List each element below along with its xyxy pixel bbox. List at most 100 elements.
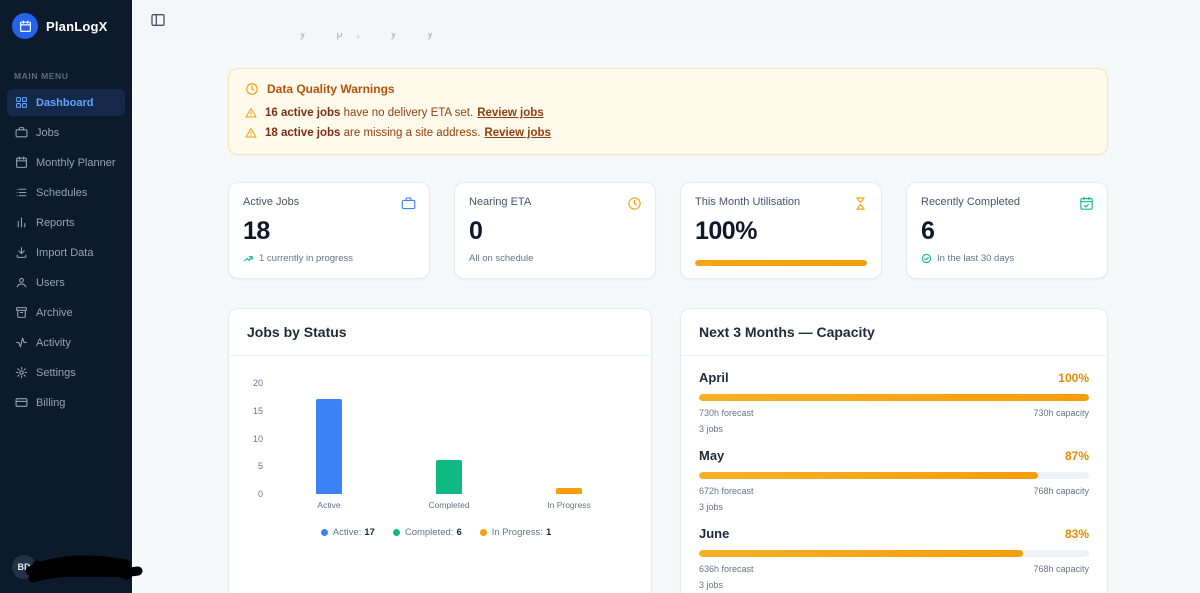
bar-column-active: Active bbox=[270, 382, 389, 510]
month-name: May bbox=[699, 448, 725, 463]
chart-bars: Active Completed In Progress bbox=[269, 382, 629, 510]
clock-icon bbox=[246, 83, 258, 95]
dashboard-grid-icon bbox=[16, 97, 27, 108]
legend-item-completed: Completed: 6 bbox=[392, 527, 462, 538]
stat-card-utilisation: This Month Utilisation 100% bbox=[680, 182, 882, 279]
x-tick-label: In Progress bbox=[547, 500, 591, 510]
sidebar-item-dashboard[interactable]: Dashboard bbox=[7, 89, 125, 116]
sidebar-toggle-icon bbox=[151, 14, 165, 26]
y-tick: 5 bbox=[257, 461, 263, 472]
sidebar-item-jobs[interactable]: Jobs bbox=[7, 119, 125, 146]
capacity-list: April 100% 730h forecast 730h capacity 3… bbox=[681, 356, 1107, 593]
legend-item-active: Active: 17 bbox=[320, 527, 375, 538]
bar-completed[interactable] bbox=[435, 460, 462, 494]
stat-label: This Month Utilisation bbox=[695, 196, 801, 208]
gear-icon bbox=[15, 366, 28, 379]
sidebar-item-users[interactable]: Users bbox=[7, 269, 125, 296]
stat-label: Active Jobs bbox=[243, 196, 300, 208]
chart-y-axis: 20 15 10 5 0 bbox=[243, 378, 269, 499]
month-jobs-count: 3 jobs bbox=[699, 502, 724, 512]
sidebar-item-label: Monthly Planner bbox=[36, 156, 116, 169]
sidebar-item-reports[interactable]: Reports bbox=[7, 209, 125, 236]
capacity-month-june: June 83% 636h forecast 768h capacity 3 j… bbox=[699, 526, 1089, 590]
scrolled-text-remnant: y p, y y bbox=[300, 33, 447, 40]
capacity-bar-fill bbox=[699, 394, 1089, 401]
topbar: y p, y y bbox=[132, 0, 1200, 40]
capacity-hours: 768h capacity bbox=[1033, 486, 1089, 496]
clock-icon bbox=[628, 197, 641, 210]
trend-up-icon bbox=[244, 256, 253, 262]
sidebar-item-label: Jobs bbox=[36, 126, 60, 139]
y-tick: 10 bbox=[252, 433, 263, 444]
capacity-bar-track bbox=[699, 472, 1089, 479]
activity-pulse-icon bbox=[16, 337, 27, 348]
sidebar-item-settings[interactable]: Settings bbox=[7, 359, 125, 386]
bar-chart-icon bbox=[17, 217, 26, 228]
bar-column-in-progress: In Progress bbox=[510, 382, 629, 510]
calendar-check-icon bbox=[1080, 196, 1093, 210]
sidebar-item-monthly-planner[interactable]: Monthly Planner bbox=[7, 149, 125, 176]
legend-item-in-progress: In Progress: 1 bbox=[479, 527, 551, 538]
sidebar-section-label: Main Menu bbox=[14, 71, 69, 81]
stat-value: 18 bbox=[243, 217, 270, 245]
warning-bold: 18 active jobs bbox=[265, 127, 341, 139]
sidebar-item-label: Schedules bbox=[36, 186, 88, 199]
stat-value: 100% bbox=[695, 217, 757, 245]
sidebar-item-archive[interactable]: Archive bbox=[7, 299, 125, 326]
redaction-scribble bbox=[25, 555, 143, 583]
sidebar-item-label: Users bbox=[36, 276, 65, 289]
capacity-bar-track bbox=[699, 550, 1089, 557]
sidebar-item-import-data[interactable]: Import Data bbox=[7, 239, 125, 266]
warning-item: 18 active jobs are missing a site addres… bbox=[245, 127, 1091, 139]
briefcase-icon bbox=[15, 127, 28, 138]
sidebar-toggle-button[interactable] bbox=[148, 10, 168, 30]
review-jobs-link[interactable]: Review jobs bbox=[484, 127, 551, 139]
credit-card-icon bbox=[15, 398, 28, 407]
utilisation-progress-track bbox=[695, 260, 867, 266]
review-jobs-link[interactable]: Review jobs bbox=[477, 107, 544, 119]
bar-chart: 20 15 10 5 0 Active bbox=[229, 356, 651, 556]
briefcase-icon bbox=[401, 197, 416, 210]
stat-subtext: All on schedule bbox=[469, 253, 641, 264]
sidebar-user: BD bbox=[0, 545, 143, 593]
chart-plot-area: 20 15 10 5 0 Active bbox=[243, 378, 629, 510]
warning-triangle-icon bbox=[245, 128, 257, 138]
sidebar-item-label: Reports bbox=[36, 216, 75, 229]
y-tick: 0 bbox=[257, 489, 263, 499]
capacity-title: Next 3 Months — Capacity bbox=[681, 309, 1107, 356]
sidebar-item-activity[interactable]: Activity bbox=[7, 329, 125, 356]
sidebar-item-label: Activity bbox=[36, 336, 71, 349]
warning-rest: have no delivery ETA set. bbox=[340, 107, 474, 119]
warning-text: 18 active jobs are missing a site addres… bbox=[265, 127, 551, 139]
capacity-bar-fill bbox=[699, 550, 1023, 557]
chart-title: Jobs by Status bbox=[229, 309, 651, 356]
sidebar-item-billing[interactable]: Billing bbox=[7, 389, 125, 416]
stat-card-nearing-eta: Nearing ETA 0 All on schedule bbox=[454, 182, 656, 279]
sidebar-item-label: Import Data bbox=[36, 246, 94, 259]
bar-in-progress[interactable] bbox=[555, 488, 582, 494]
stat-sub-label: In the last 30 days bbox=[937, 253, 1015, 264]
forecast-hours: 672h forecast bbox=[699, 486, 754, 496]
bar-active[interactable] bbox=[315, 398, 342, 494]
sidebar-item-schedules[interactable]: Schedules bbox=[7, 179, 125, 206]
sidebar-item-label: Billing bbox=[36, 396, 66, 409]
avatar[interactable]: BD bbox=[12, 555, 36, 579]
sidebar-item-label: Settings bbox=[36, 366, 76, 379]
calendar-icon bbox=[16, 156, 27, 168]
data-quality-warnings-banner: Data Quality Warnings 16 active jobs hav… bbox=[228, 68, 1108, 155]
warning-item: 16 active jobs have no delivery ETA set.… bbox=[245, 107, 1091, 119]
hourglass-icon bbox=[856, 197, 865, 210]
stat-label: Recently Completed bbox=[921, 196, 1021, 208]
stat-value: 0 bbox=[469, 217, 483, 245]
stat-sub-label: All on schedule bbox=[469, 253, 534, 264]
y-tick: 15 bbox=[252, 405, 263, 416]
warnings-title-row: Data Quality Warnings bbox=[245, 82, 1091, 96]
capacity-bar-fill bbox=[699, 472, 1039, 479]
archive-icon bbox=[16, 307, 27, 318]
capacity-month-may: May 87% 672h forecast 768h capacity 3 jo… bbox=[699, 448, 1089, 512]
month-percent: 87% bbox=[1064, 449, 1089, 463]
forecast-hours: 636h forecast bbox=[699, 564, 754, 574]
warning-bold: 16 active jobs bbox=[265, 107, 341, 119]
capacity-hours: 768h capacity bbox=[1033, 564, 1089, 574]
